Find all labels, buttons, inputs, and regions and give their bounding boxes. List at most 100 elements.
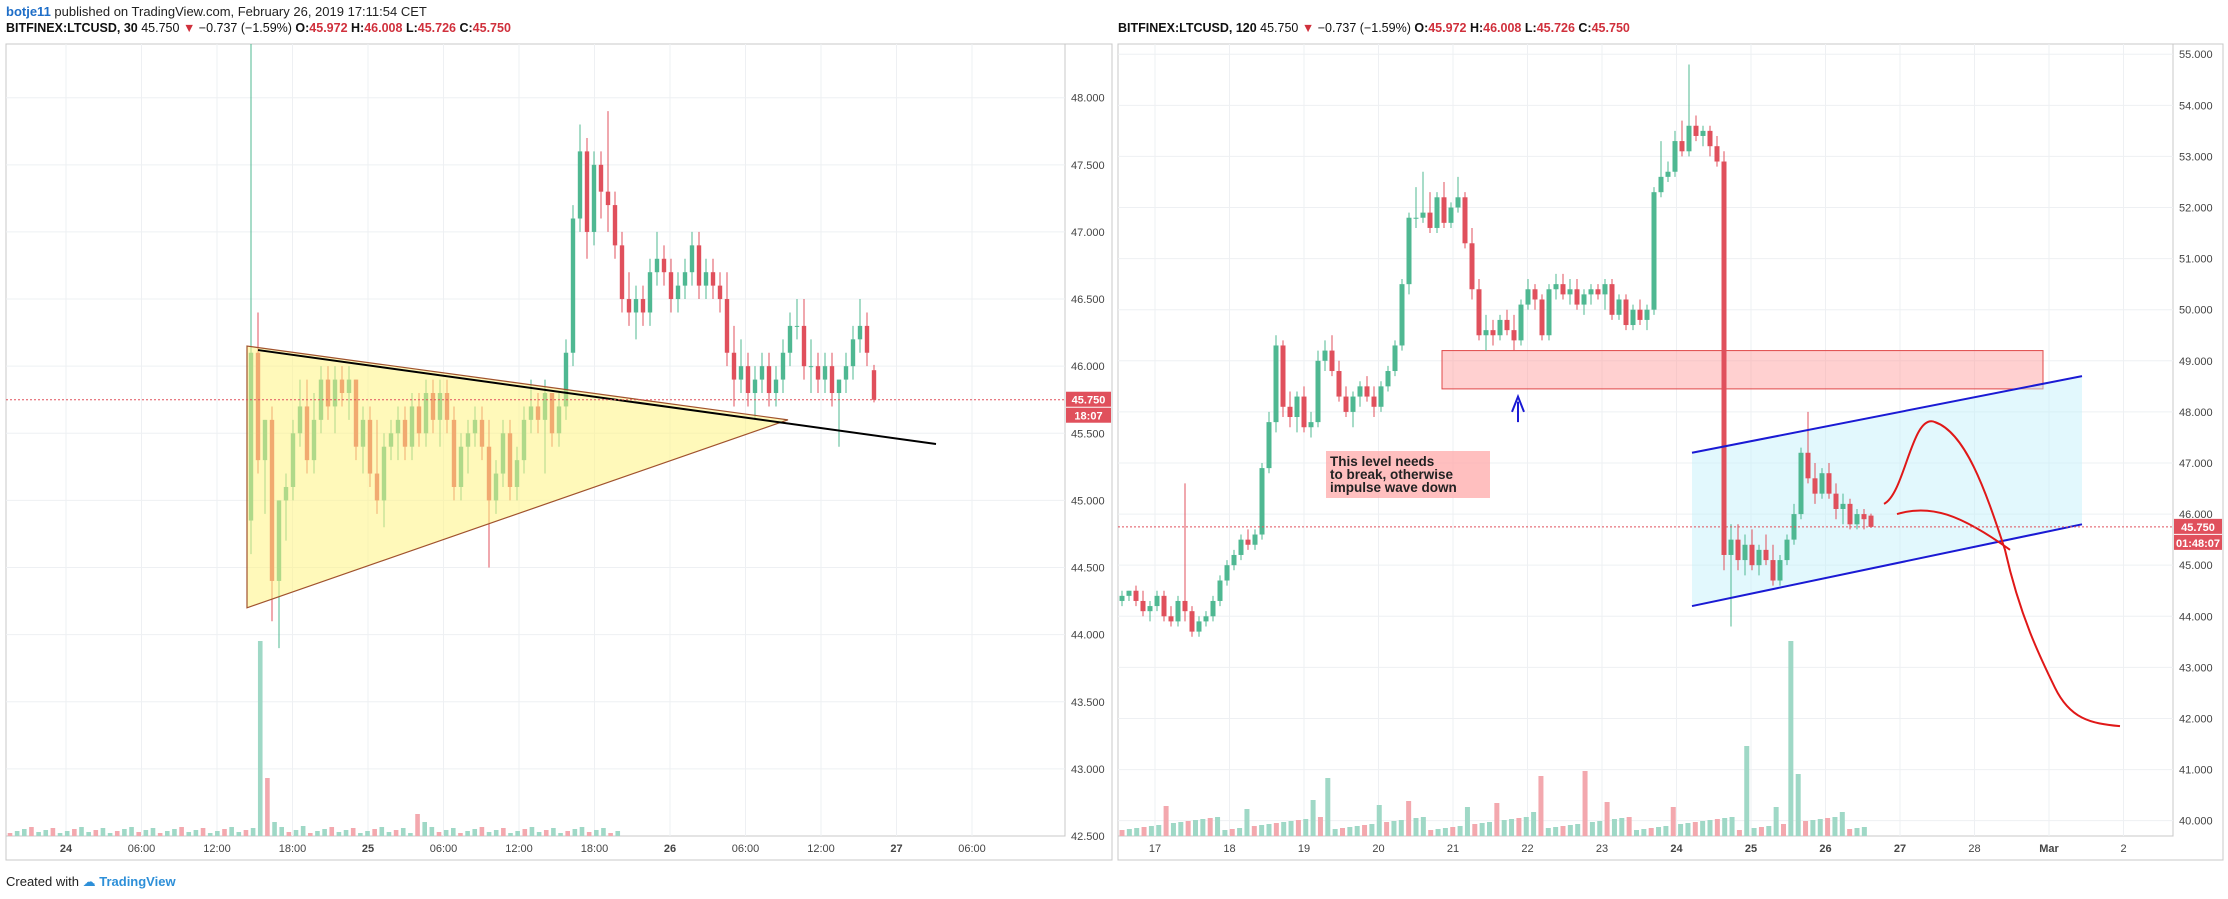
author-link[interactable]: botje11 [6, 4, 51, 19]
volume-bar [1406, 801, 1412, 836]
volume-bar [1531, 812, 1537, 836]
candle [696, 245, 702, 286]
candle [1175, 600, 1181, 622]
volume-bar [215, 831, 220, 836]
countdown-tag [1066, 407, 1111, 423]
low-label: L: [405, 21, 418, 35]
volume-bar [536, 832, 542, 836]
right-chart-panel[interactable]: 55.000 54.000 53.000 52.000 51.000 50.000 49.0… [1117, 43, 2224, 861]
volume-bar [1670, 807, 1676, 836]
volume-bar [1560, 826, 1566, 836]
candle [794, 325, 800, 327]
volume-bar [1781, 824, 1786, 836]
volume-bar [479, 827, 485, 836]
volume-bar [1244, 809, 1250, 836]
price-tick-label: 52.000 [2179, 203, 2213, 215]
candle [1847, 503, 1853, 525]
volume-bar [1457, 826, 1463, 836]
volume-bar [1259, 825, 1265, 836]
candle [703, 272, 709, 286]
volume-bar [179, 827, 184, 836]
candle [1714, 146, 1720, 162]
candle [1707, 130, 1713, 147]
time-tick-label: 2 [2120, 843, 2126, 855]
candle [1301, 396, 1307, 428]
volume-bar [1817, 819, 1823, 836]
created-with-label: Created with [6, 874, 79, 889]
time-tick-label: 12:00 [203, 843, 231, 855]
volume-bar [472, 829, 478, 836]
candle [1455, 197, 1461, 208]
volume-bar [107, 833, 113, 836]
volume-bar [286, 832, 292, 836]
volume-bar [1391, 821, 1397, 836]
volume-bar [1678, 824, 1684, 836]
candle [1182, 600, 1188, 612]
volume-bar [257, 641, 263, 836]
volume-bar [1141, 827, 1147, 836]
volume-bar [1553, 827, 1559, 836]
volume-bar [1215, 817, 1221, 836]
candle [1126, 590, 1132, 596]
left-chart-panel[interactable]: 48.000 47.500 47.000 46.500 46.000 45.500 45.0… [5, 43, 1113, 861]
symbol-label: BITFINEX:LTCUSD, 120 [1118, 21, 1257, 35]
volume-bar [143, 830, 149, 836]
candle [1210, 600, 1216, 617]
candle [724, 299, 730, 353]
volume-bar [336, 832, 342, 836]
price-tick-label: 46.500 [1071, 294, 1105, 306]
time-tick-label: 25 [1745, 843, 1757, 855]
volume-bar [222, 829, 227, 836]
candle [787, 325, 793, 353]
time-tick-label: 06:00 [732, 843, 760, 855]
volume-bar [1303, 819, 1309, 836]
volume-bar [1641, 829, 1647, 836]
volume-bar [329, 827, 335, 836]
candle [1378, 386, 1384, 407]
candle [1686, 125, 1692, 152]
volume-bar [1325, 778, 1331, 836]
tradingview-brand[interactable]: TradingView [99, 874, 176, 889]
volume-bar [308, 833, 313, 836]
volume-bar [350, 828, 356, 836]
volume-bar [315, 831, 320, 836]
volume-bar [451, 828, 456, 836]
candle [1448, 207, 1454, 223]
candle [710, 272, 716, 286]
time-tick-label: 12:00 [807, 843, 835, 855]
volume-bar [1611, 819, 1617, 836]
annotation-text: impulse wave down [1330, 480, 1457, 495]
volume-bar [129, 827, 134, 836]
volume-bar [1758, 827, 1764, 836]
projected-path-alt [1896, 509, 2011, 551]
plot-area [1117, 43, 2174, 837]
volume-bar [1126, 829, 1132, 836]
candle [1665, 171, 1671, 177]
volume-bar [1523, 817, 1529, 836]
candle [1518, 304, 1524, 341]
last-price-tag [1066, 391, 1111, 407]
time-tick-label: 27 [890, 843, 902, 855]
countdown-tag [2174, 534, 2222, 550]
volume-bar [1722, 818, 1728, 836]
close-label: C: [1578, 21, 1592, 35]
volume-bar [1589, 822, 1595, 836]
volume-bar [1464, 807, 1470, 836]
price-tick-label: 40.000 [2179, 816, 2213, 828]
volume-bar [408, 833, 413, 836]
volume-bar [1119, 830, 1125, 836]
candle [1840, 503, 1846, 509]
candle [1525, 289, 1531, 305]
candle [1511, 330, 1517, 341]
volume-bar [86, 832, 91, 836]
volume-bar [372, 829, 377, 836]
candle [1630, 309, 1636, 326]
volume-bar [1450, 827, 1456, 836]
time-tick-label: 18:00 [581, 843, 609, 855]
volume-bar [7, 833, 13, 836]
candle [1385, 371, 1391, 387]
price-tick-label: 53.000 [2179, 151, 2213, 163]
candle [1329, 350, 1335, 372]
volume-bar [193, 830, 199, 836]
